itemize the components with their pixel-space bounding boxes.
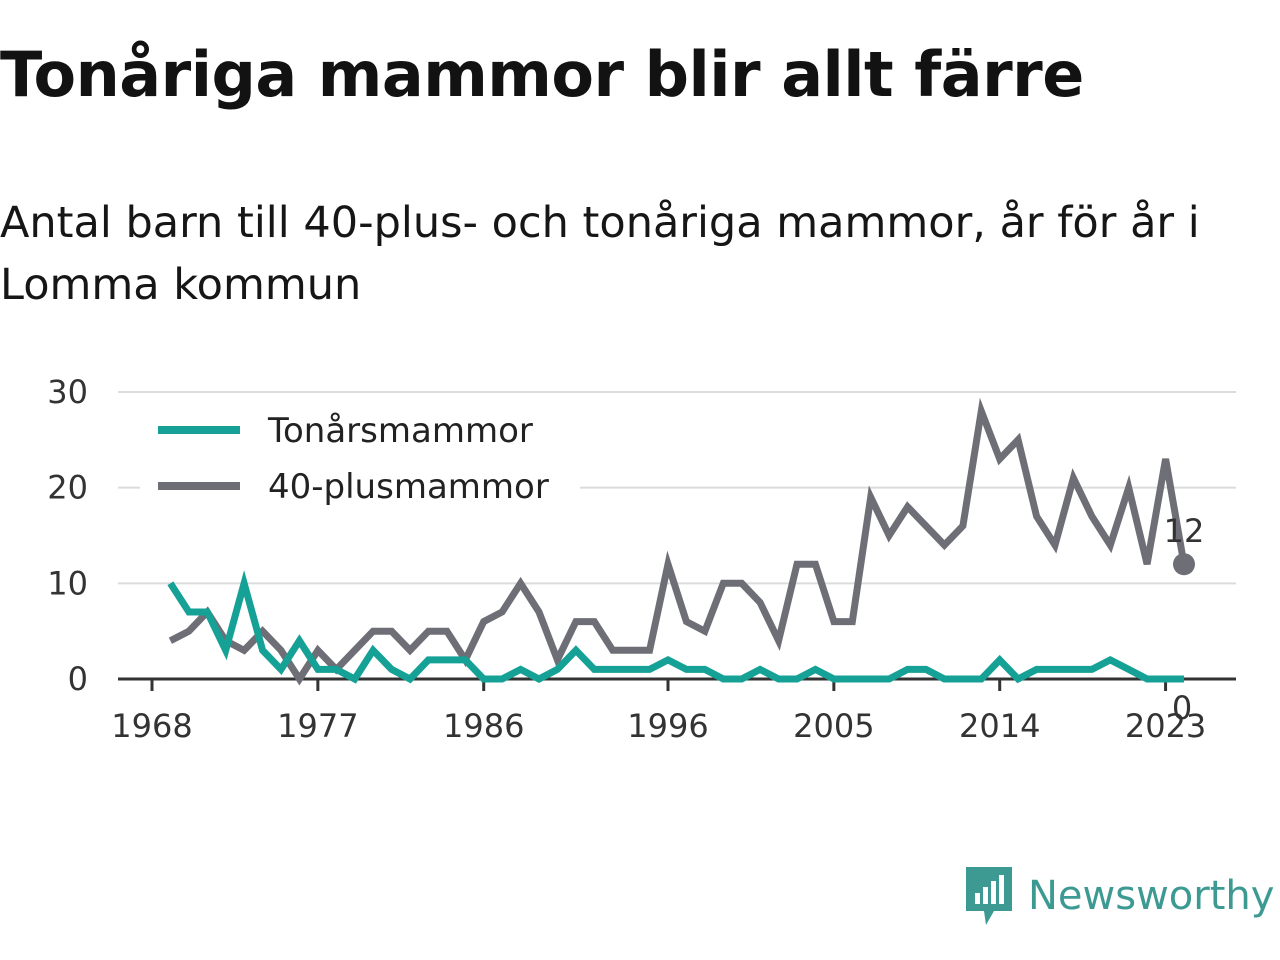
legend-label-40plusmammor: 40-plusmammor bbox=[268, 467, 549, 507]
newsworthy-logo-icon bbox=[966, 867, 1012, 925]
series-line-40plusmammor bbox=[168, 397, 1188, 686]
legend: Tonårsmammor 40-plusmammor bbox=[140, 400, 580, 518]
y-tick-label: 20 bbox=[47, 469, 88, 507]
end-label-tonarsmammor: 0 bbox=[1172, 689, 1192, 727]
newsworthy-logo: Newsworthy bbox=[964, 864, 1274, 928]
y-tick-label: 0 bbox=[68, 660, 88, 698]
newsworthy-logo-text: Newsworthy bbox=[1028, 873, 1275, 919]
line-chart: 0 10 20 30 1968 1977 1986 1996 2005 2014 2023 Ton… bbox=[47, 373, 1236, 745]
legend-background bbox=[140, 400, 580, 518]
x-tick-label: 1996 bbox=[627, 707, 708, 745]
x-tick-label: 1977 bbox=[277, 707, 358, 745]
series-line-tonarsmammor bbox=[167, 570, 1184, 684]
legend-label-tonarsmammor: Tonårsmammor bbox=[267, 411, 533, 451]
y-axis-tick-labels: 0 10 20 30 bbox=[47, 373, 88, 698]
end-label-40plusmammor: 12 bbox=[1164, 512, 1205, 550]
chart-title: Tonåriga mammor blir allt färre bbox=[0, 38, 1084, 111]
chart-subtitle: Antal barn till 40-plus- och tonåriga ma… bbox=[0, 198, 1200, 310]
end-labels: 12 0 bbox=[1164, 512, 1205, 727]
y-tick-label: 30 bbox=[47, 373, 88, 411]
x-tick-label: 1986 bbox=[443, 707, 524, 745]
x-tick-label: 2014 bbox=[959, 707, 1040, 745]
y-tick-label: 10 bbox=[47, 564, 88, 602]
x-tick-label: 2023 bbox=[1125, 707, 1206, 745]
x-tick-label: 2005 bbox=[793, 707, 874, 745]
x-tick-label: 1968 bbox=[111, 707, 192, 745]
x-axis: 1968 1977 1986 1996 2005 2014 2023 bbox=[111, 677, 1236, 745]
series-lines bbox=[167, 397, 1195, 686]
end-point-40plusmammor bbox=[1173, 553, 1195, 576]
